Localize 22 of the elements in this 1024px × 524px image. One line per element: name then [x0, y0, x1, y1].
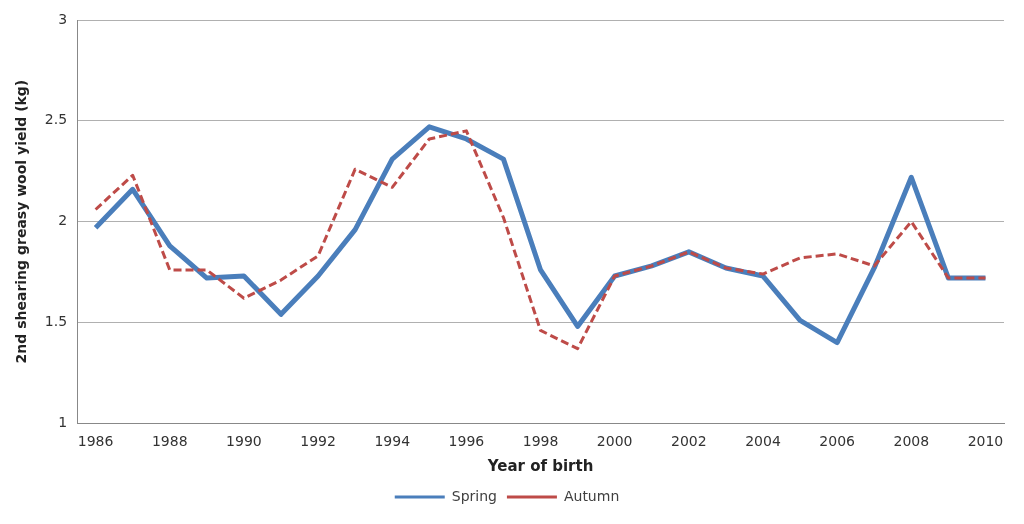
x-tick-label: 1994 — [374, 433, 411, 450]
x-tick-label: 1988 — [151, 433, 188, 450]
x-tick-label: 2010 — [967, 433, 1004, 450]
x-tick-label: 2004 — [745, 433, 781, 450]
legend-label: Spring — [451, 487, 497, 504]
x-tick-label: 1992 — [300, 433, 336, 450]
x-tick-label: 2000 — [596, 433, 633, 450]
x-tick-label: 2002 — [671, 433, 707, 450]
y-tick-label: 1.5 — [44, 313, 68, 330]
x-tick-label: 1986 — [77, 433, 114, 450]
legend-label: Autumn — [563, 487, 620, 504]
y-tick-label: 3 — [58, 10, 68, 27]
x-tick-label: 2008 — [893, 433, 930, 450]
x-tick-label: 1998 — [522, 433, 559, 450]
x-tick-label: 1996 — [448, 433, 485, 450]
x-tick-label: 2006 — [819, 433, 856, 450]
y-tick-label: 2.5 — [44, 111, 68, 128]
x-tick-label: 1990 — [226, 433, 262, 450]
y-axis-title: 2nd shearing greasy wool yield (kg) — [13, 79, 30, 364]
y-tick-label: 1 — [58, 413, 68, 430]
x-axis-title: Year of birth — [486, 456, 594, 475]
y-tick-label: 2 — [58, 212, 68, 229]
